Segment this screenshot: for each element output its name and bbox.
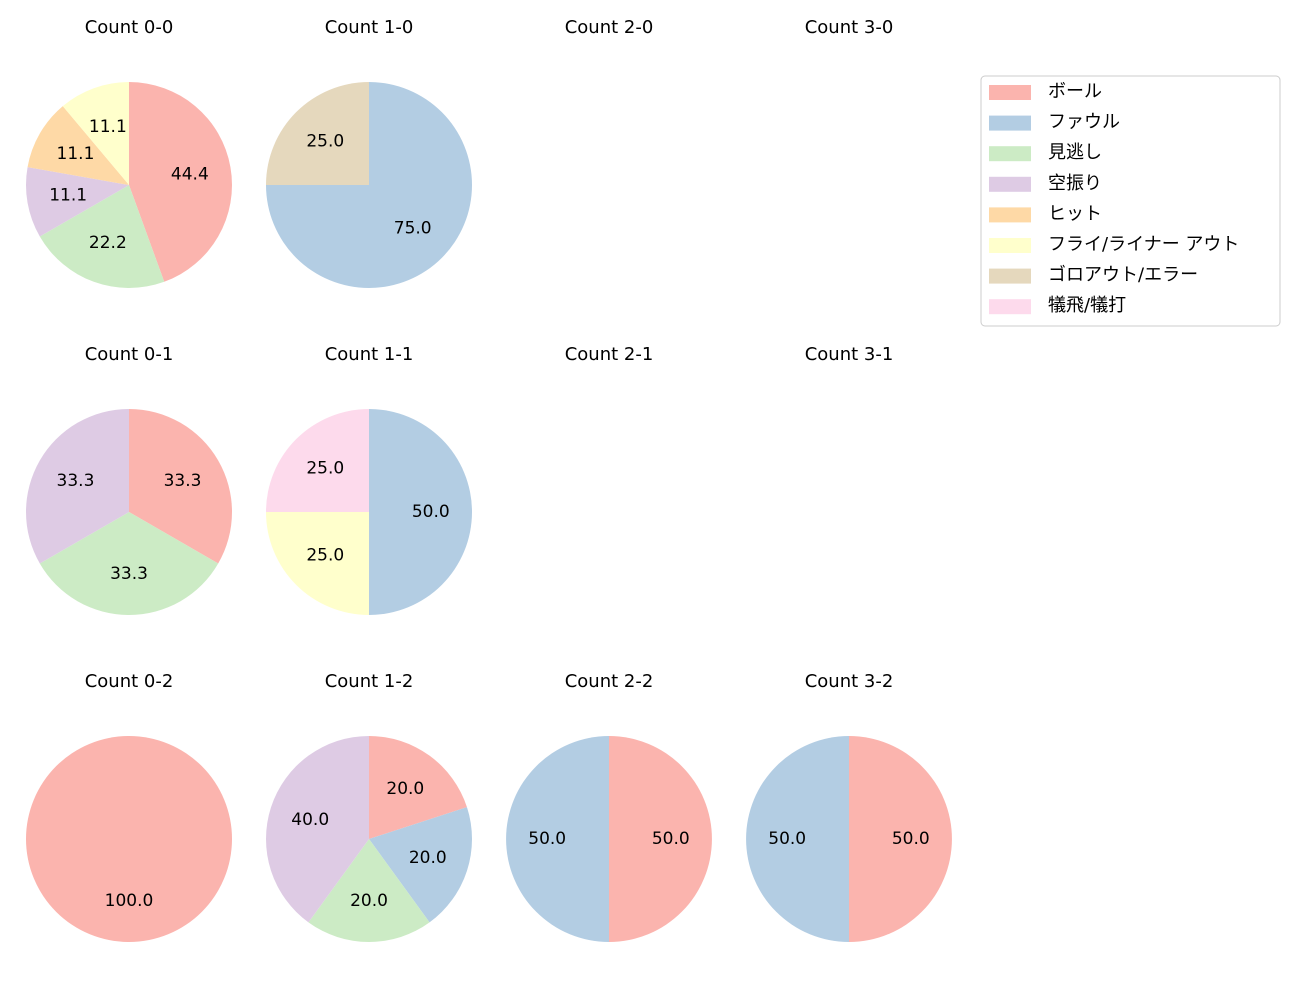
- legend-label: 犠飛/犠打: [1048, 295, 1126, 316]
- legend-swatch: [989, 207, 1031, 223]
- legend-swatch: [989, 146, 1031, 162]
- chart-title: Count 1-2: [325, 671, 414, 692]
- legend-swatch: [989, 115, 1031, 131]
- pie-wedge: [369, 409, 472, 615]
- chart-title: Count 0-0: [85, 17, 174, 38]
- pie-wedge: [62, 82, 129, 185]
- chart-title: Count 1-0: [325, 17, 414, 38]
- value-label: 20.0: [350, 891, 388, 911]
- chart-title: Count 3-0: [805, 17, 894, 38]
- pie-wedge: [506, 736, 609, 942]
- legend-swatch: [989, 176, 1031, 192]
- chart-title: Count 0-2: [85, 671, 174, 692]
- legend-label: ボール: [1048, 81, 1102, 102]
- pie-wedge: [26, 409, 130, 564]
- chart-title: Count 2-2: [565, 671, 654, 692]
- value-label: 50.0: [892, 829, 930, 849]
- value-label: 25.0: [306, 131, 344, 151]
- chart-title: Count 2-1: [565, 344, 654, 365]
- legend-label: フライ/ライナー アウト: [1048, 234, 1239, 255]
- pie-wedge: [746, 736, 849, 942]
- legend-label: ファウル: [1048, 112, 1120, 133]
- value-label: 33.3: [110, 564, 148, 584]
- value-label: 33.3: [164, 471, 202, 491]
- pie-wedge: [129, 409, 232, 564]
- value-label: 50.0: [528, 829, 566, 849]
- chart-title: Count 3-1: [805, 344, 894, 365]
- value-label: 40.0: [291, 810, 329, 830]
- chart-title: Count 3-2: [805, 671, 894, 692]
- pie-wedge: [369, 736, 467, 839]
- value-label: 25.0: [306, 546, 344, 566]
- pie-wedge: [266, 512, 369, 615]
- legend-label: ゴロアウト/エラー: [1048, 265, 1198, 286]
- pie-wedge: [369, 807, 472, 923]
- legend-swatch: [989, 238, 1031, 253]
- value-label: 25.0: [306, 458, 344, 478]
- legend-swatch: [989, 85, 1031, 100]
- pie-wedge: [266, 736, 369, 923]
- legend-label: 見逃し: [1048, 142, 1102, 163]
- value-label: 22.2: [89, 233, 127, 253]
- chart-title: Count 2-0: [565, 17, 654, 38]
- value-label: 20.0: [386, 779, 424, 799]
- value-label: 11.1: [57, 144, 95, 164]
- legend-label: 空振り: [1048, 173, 1102, 194]
- pie-wedge: [26, 736, 232, 942]
- value-label: 11.1: [89, 117, 127, 137]
- value-label: 75.0: [394, 219, 432, 239]
- chart-title: Count 0-1: [85, 344, 174, 365]
- value-label: 50.0: [412, 502, 450, 522]
- pie-wedge: [27, 106, 129, 185]
- legend-swatch: [989, 268, 1031, 284]
- pie-wedge: [266, 409, 369, 512]
- pie-wedge: [609, 736, 712, 942]
- value-label: 33.3: [57, 471, 95, 491]
- chart-title: Count 1-1: [325, 344, 414, 365]
- value-label: 11.1: [49, 186, 87, 206]
- pie-wedge: [849, 736, 952, 942]
- legend-swatch: [989, 299, 1031, 315]
- pie-wedge: [39, 185, 165, 289]
- value-label: 20.0: [409, 848, 447, 868]
- value-label: 44.4: [171, 164, 209, 184]
- value-label: 50.0: [652, 829, 690, 849]
- pie-wedge: [308, 839, 430, 942]
- legend-label: ヒット: [1048, 203, 1102, 224]
- pie-wedge: [39, 512, 219, 615]
- pie-wedge: [266, 82, 369, 185]
- value-label: 100.0: [105, 891, 154, 911]
- pie-wedge: [129, 82, 232, 282]
- pie-wedge: [25, 167, 129, 237]
- legend-box: [980, 75, 1281, 327]
- value-label: 50.0: [768, 829, 806, 849]
